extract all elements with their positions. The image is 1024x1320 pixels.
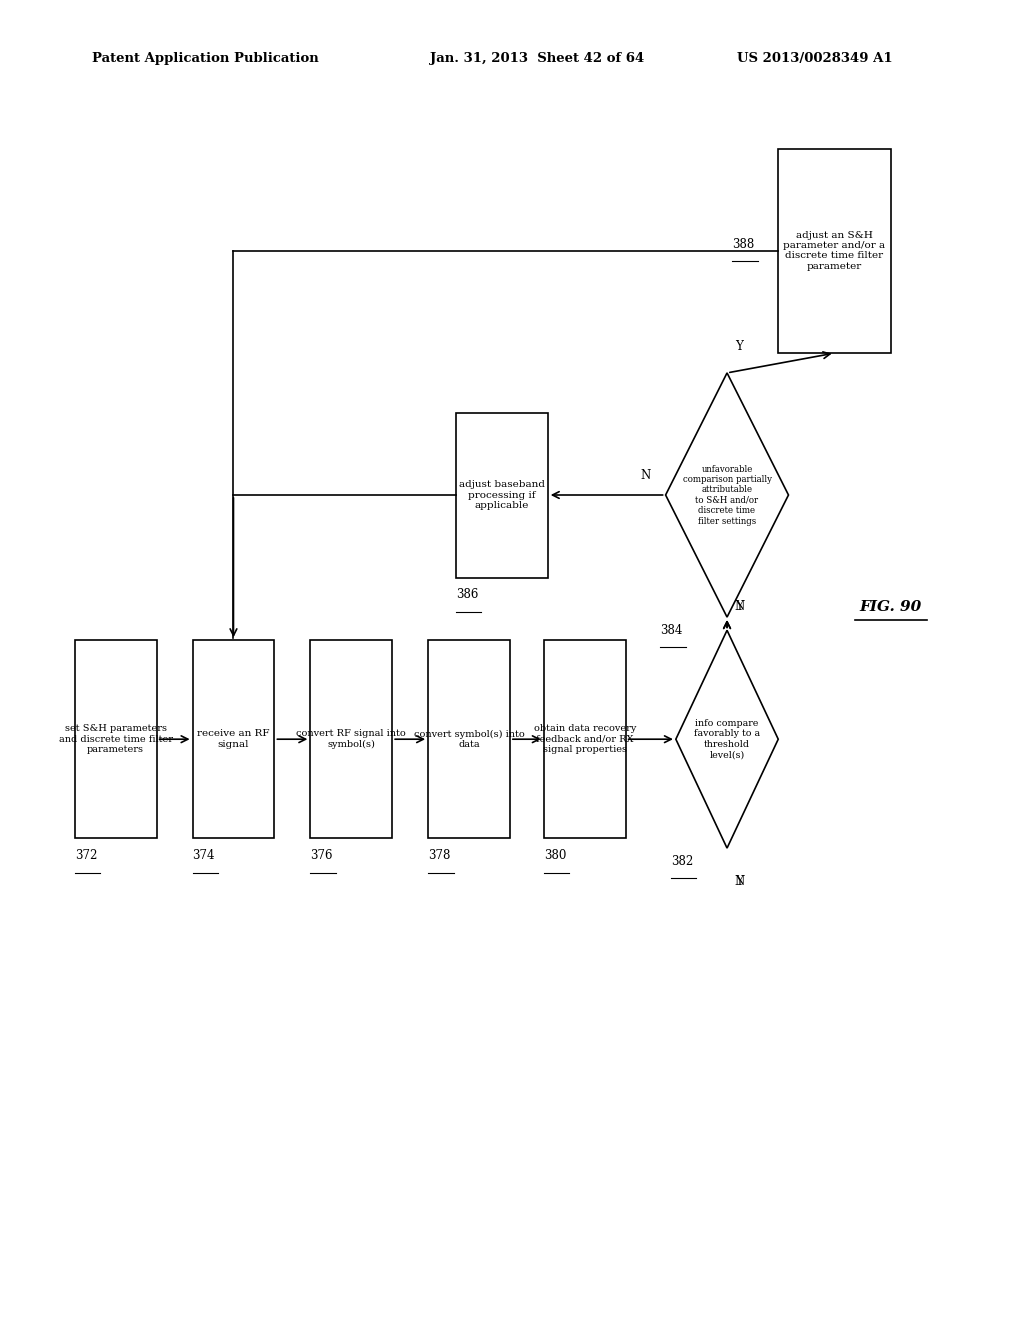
Text: 386: 386 — [456, 589, 478, 601]
Text: Y: Y — [735, 875, 743, 887]
FancyBboxPatch shape — [310, 640, 392, 838]
FancyBboxPatch shape — [456, 412, 548, 578]
Text: receive an RF
signal: receive an RF signal — [198, 730, 269, 748]
Text: N: N — [734, 601, 744, 612]
Text: convert RF signal into
symbol(s): convert RF signal into symbol(s) — [296, 730, 407, 748]
FancyBboxPatch shape — [75, 640, 157, 838]
Text: 388: 388 — [732, 238, 755, 251]
FancyBboxPatch shape — [193, 640, 274, 838]
Text: 376: 376 — [310, 849, 333, 862]
Text: 384: 384 — [660, 624, 683, 636]
Text: 372: 372 — [75, 849, 97, 862]
Text: 382: 382 — [671, 855, 693, 867]
Text: N: N — [640, 469, 650, 482]
Text: obtain data recovery
feedback and/or RX
signal properties: obtain data recovery feedback and/or RX … — [534, 725, 636, 754]
Text: convert symbol(s) into
data: convert symbol(s) into data — [414, 730, 524, 748]
Text: adjust baseband
processing if
applicable: adjust baseband processing if applicable — [459, 480, 545, 510]
Text: US 2013/0028349 A1: US 2013/0028349 A1 — [737, 51, 893, 65]
Text: Y: Y — [735, 341, 743, 352]
Polygon shape — [676, 631, 778, 849]
Text: N: N — [734, 875, 744, 887]
Polygon shape — [666, 372, 788, 618]
Text: Jan. 31, 2013  Sheet 42 of 64: Jan. 31, 2013 Sheet 42 of 64 — [430, 51, 644, 65]
FancyBboxPatch shape — [778, 149, 891, 352]
Text: info compare
favorably to a
threshold
level(s): info compare favorably to a threshold le… — [694, 719, 760, 759]
Text: 378: 378 — [428, 849, 451, 862]
Text: Y: Y — [735, 601, 743, 612]
Text: set S&H parameters
and discrete time filter
parameters: set S&H parameters and discrete time fil… — [58, 725, 173, 754]
Text: 374: 374 — [193, 849, 215, 862]
Text: FIG. 90: FIG. 90 — [860, 601, 922, 614]
FancyBboxPatch shape — [544, 640, 626, 838]
Text: adjust an S&H
parameter and/or a
discrete time filter
parameter: adjust an S&H parameter and/or a discret… — [783, 231, 886, 271]
Text: 380: 380 — [544, 849, 566, 862]
Text: unfavorable
comparison partially
attributable
to S&H and/or
discrete time
filter: unfavorable comparison partially attribu… — [683, 465, 771, 525]
FancyBboxPatch shape — [428, 640, 510, 838]
Text: Patent Application Publication: Patent Application Publication — [92, 51, 318, 65]
